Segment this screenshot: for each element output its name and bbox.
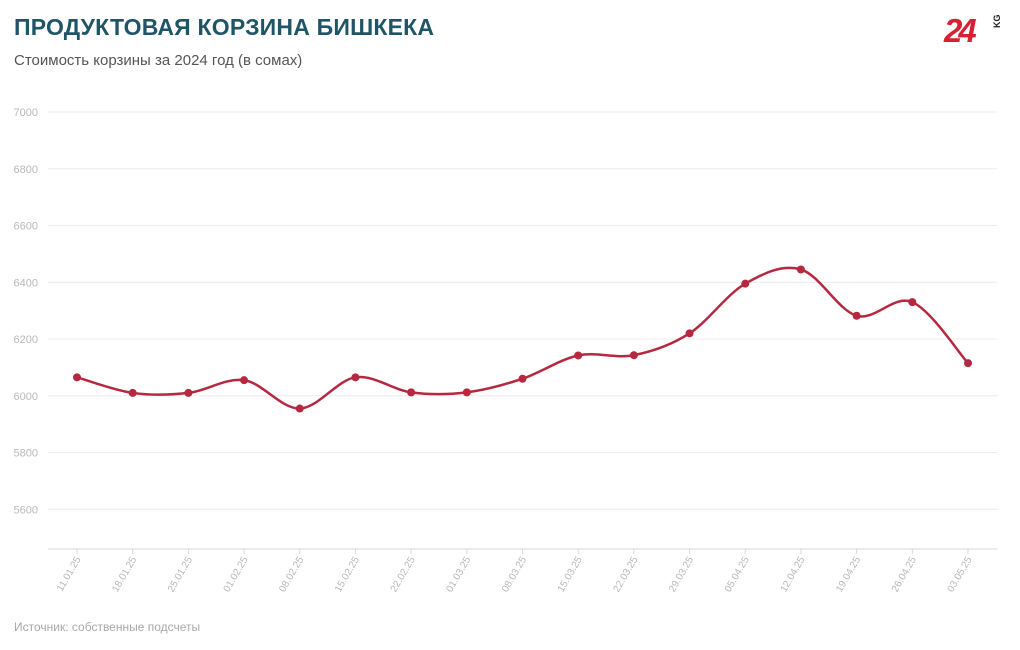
data-point [518,374,527,383]
y-tick-label: 6600 [14,221,38,233]
data-point [741,279,750,288]
x-tick-label: 15.02.25 [333,555,362,595]
chart-title: ПРОДУКТОВАЯ КОРЗИНА БИШКЕКА [14,14,435,40]
x-tick-label: 22.03.25 [611,555,640,595]
x-tick-label: 29.03.25 [667,555,696,595]
x-tick-label: 26.04.25 [890,555,919,595]
data-point [462,388,471,397]
y-tick-label: 6800 [14,164,38,176]
data-point [184,388,193,397]
y-tick-label: 5800 [14,448,38,460]
data-point [964,359,972,368]
x-tick-label: 03.05.25 [946,555,975,595]
source-note: Источник: собственные подсчеты [14,620,201,634]
x-tick-label: 11.01.25 [55,555,84,594]
data-point [908,298,917,307]
series-line [76,266,969,410]
y-tick-label: 5600 [14,504,38,516]
y-tick-label: 7000 [14,107,38,119]
x-tick-label: 05.04.25 [723,555,752,595]
x-tick-label: 25.01.25 [166,555,195,595]
data-point [351,373,360,382]
x-tick-label: 08.02.25 [277,555,306,595]
data-point [574,351,583,360]
data-point [128,388,137,397]
x-tick-label: 15.03.25 [556,555,585,595]
x-tick-label: 01.03.25 [444,555,473,595]
x-tick-label: 08.03.25 [500,555,529,595]
y-tick-label: 6200 [14,334,38,346]
data-point [796,265,805,274]
data-point [240,376,249,385]
data-point [852,311,861,320]
x-tick-label: 22.02.25 [389,555,418,595]
data-point [73,373,81,382]
y-tick-label: 6400 [14,277,38,289]
data-point [629,351,638,360]
data-point [407,388,416,397]
brand-logo[interactable]: 24 KG [944,12,1004,50]
x-tick-label: 19.04.25 [834,555,863,595]
data-point [295,404,304,413]
y-tick-label: 6000 [14,391,38,403]
x-tick-label: 01.02.25 [222,555,251,595]
chart-subtitle: Стоимость корзины за 2024 год (в сомах) [14,52,303,69]
logo-number: 24 [944,12,977,49]
x-tick-label: 18.01.25 [110,555,139,595]
data-point [685,329,694,338]
x-tick-label: 12.04.25 [779,555,808,595]
